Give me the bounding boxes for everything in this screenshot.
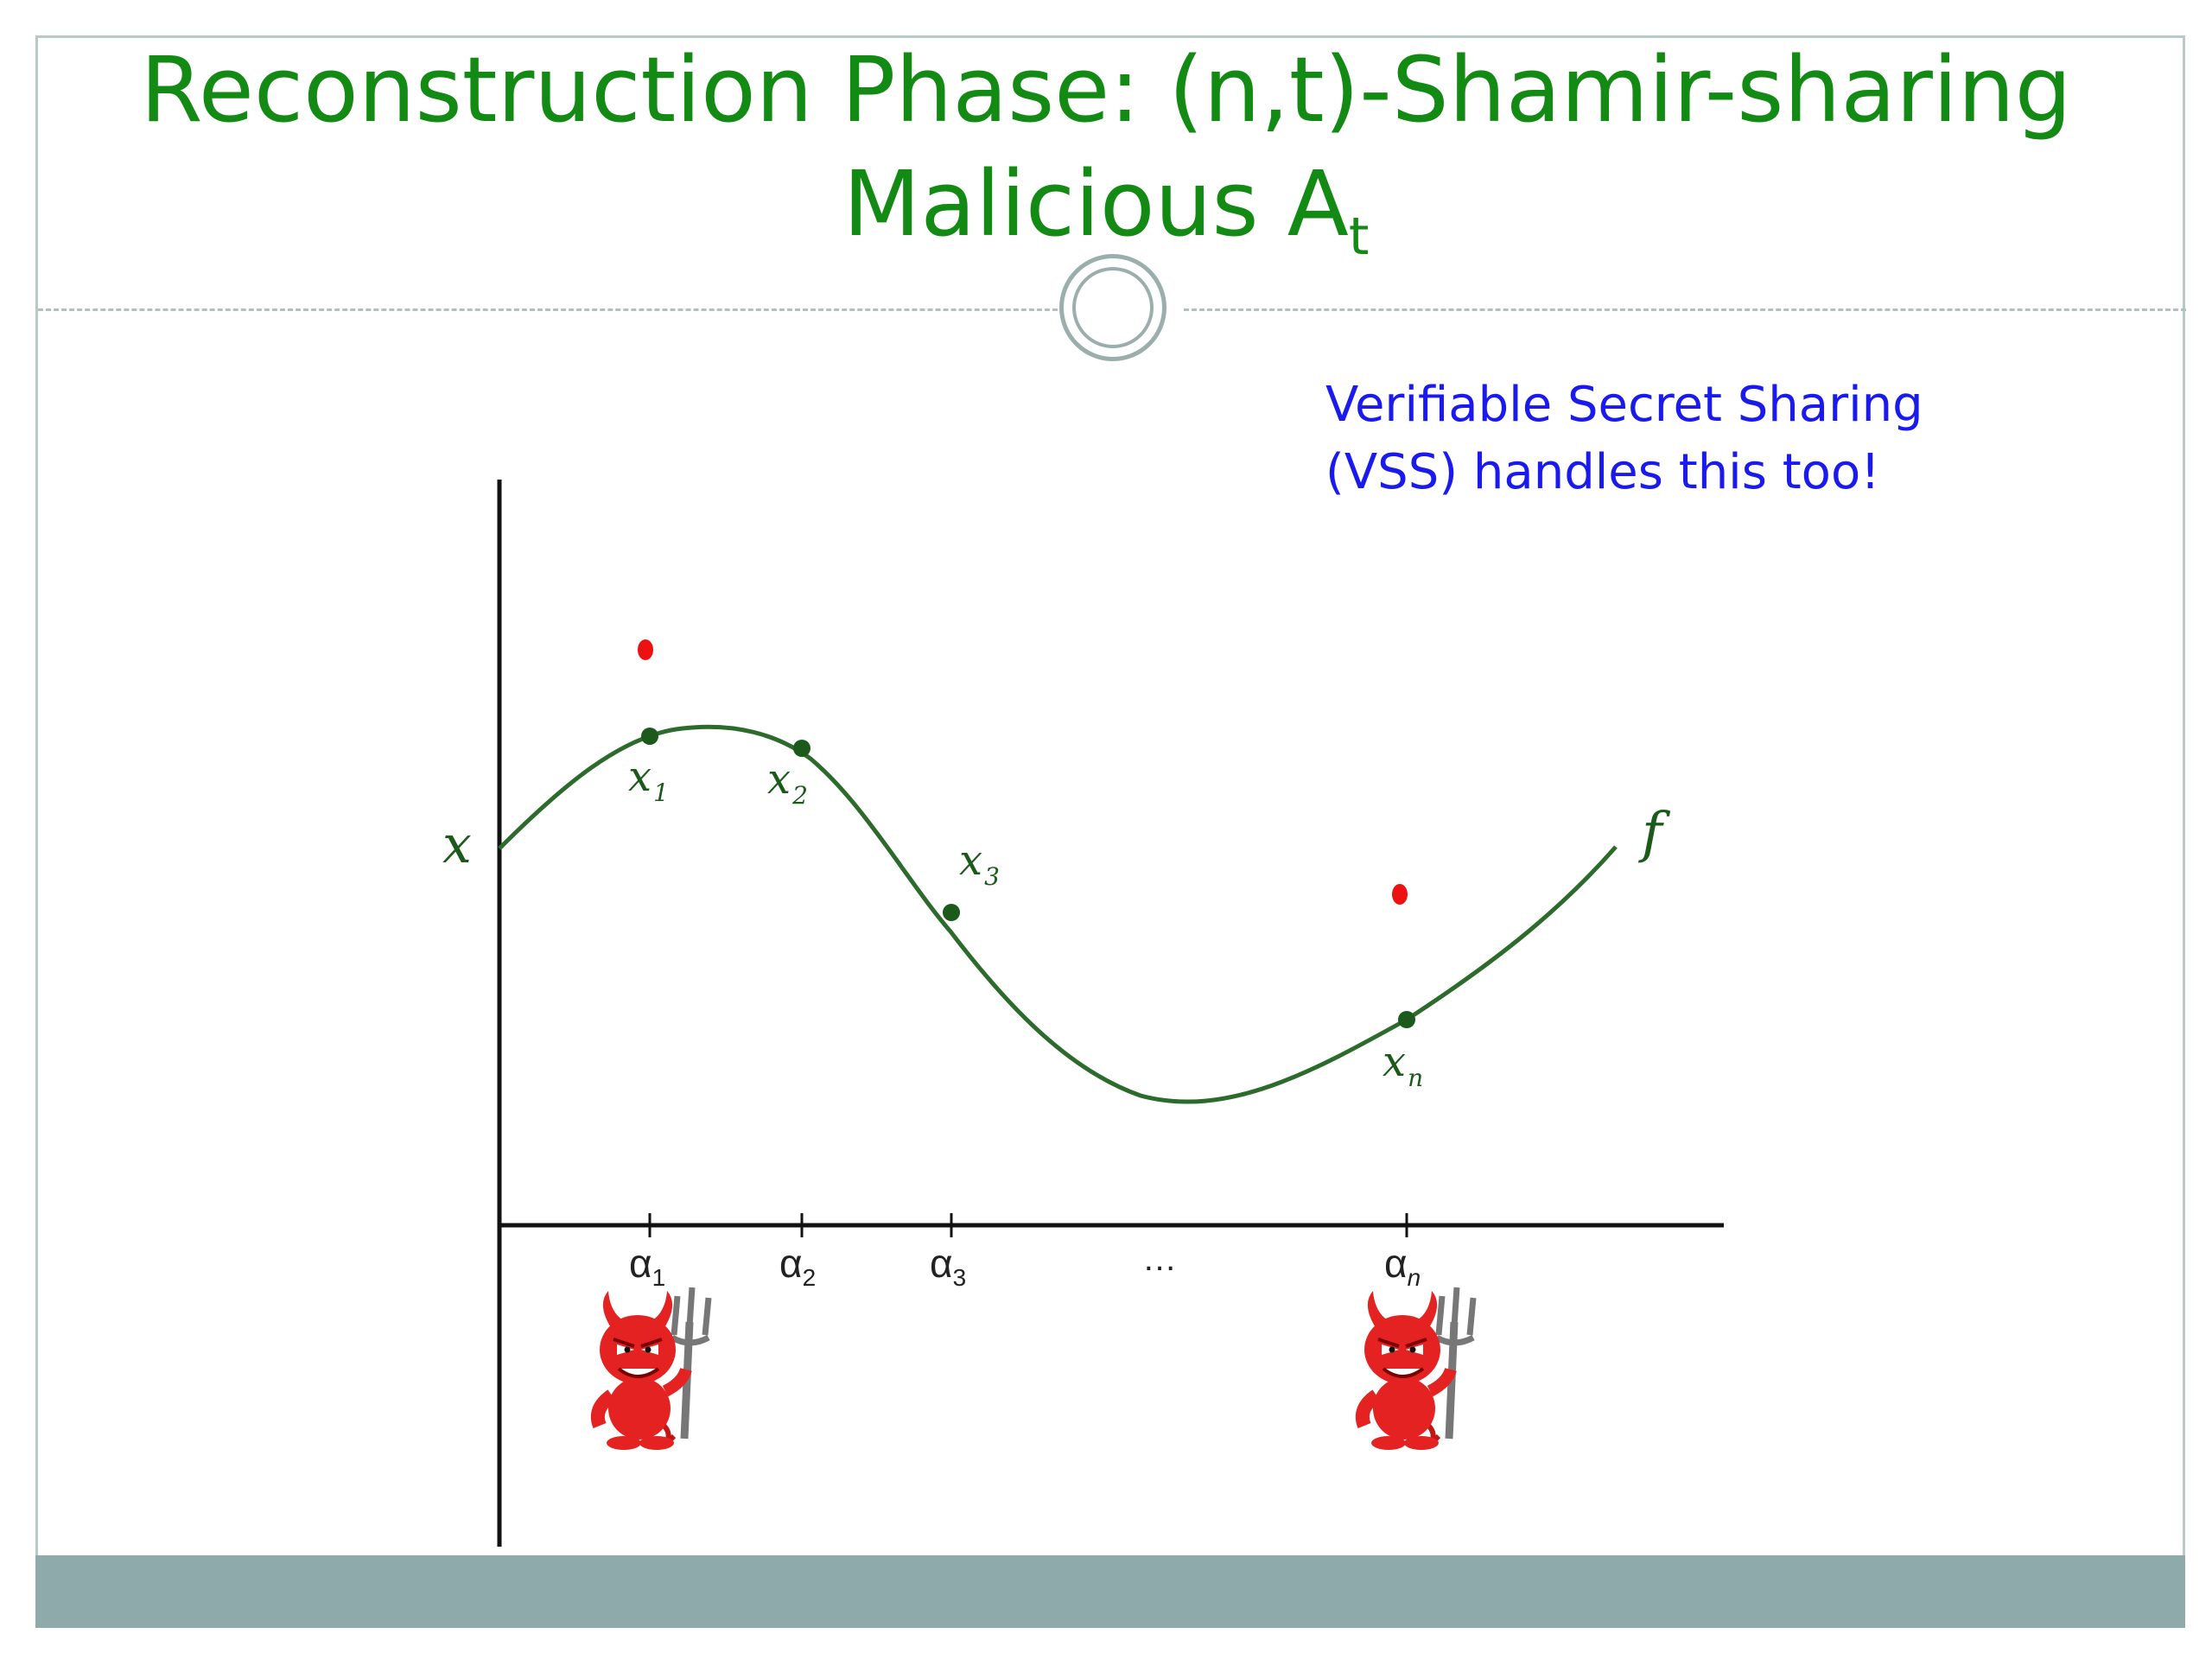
- x-tick-label-ellipsis-main: …: [1142, 1240, 1177, 1278]
- devil-icon: [1363, 1287, 1473, 1450]
- slide-title: Reconstruction Phase: (n,t)-Shamir-shari…: [0, 33, 2212, 294]
- corrupted-point-1: [638, 639, 653, 660]
- x-tick-label-n: αn: [1384, 1241, 1421, 1291]
- title-line-2: Malicious At: [0, 147, 2212, 294]
- corrupted-point-n: [1392, 884, 1408, 905]
- share-label-1-main: x: [628, 753, 652, 801]
- x-tick-label-n-main: α: [1384, 1241, 1408, 1286]
- x-tick-label-3-sub: 3: [953, 1264, 967, 1291]
- share-point-2: [793, 740, 810, 757]
- x-tick-label-1: α1: [629, 1241, 665, 1291]
- x-tick-label-1-main: α: [629, 1241, 652, 1286]
- share-label-n-sub: n: [1408, 1064, 1423, 1092]
- share-label-3: x3: [959, 836, 1000, 891]
- share-label-1-sub: 1: [653, 779, 669, 807]
- share-label-n: xn: [1382, 1038, 1423, 1092]
- y-axis-label: x: [442, 815, 472, 875]
- share-label-n-main: x: [1382, 1038, 1406, 1086]
- vss-note: Verifiable Secret Sharing (VSS) handles …: [1325, 372, 2103, 506]
- title-line-1: Reconstruction Phase: (n,t)-Shamir-shari…: [140, 37, 2072, 143]
- devil-icon: [598, 1287, 709, 1450]
- x-tick-label-2: α2: [779, 1241, 816, 1291]
- curve-label: f: [1638, 801, 1671, 865]
- vss-note-line-2: (VSS) handles this too!: [1325, 444, 1880, 500]
- share-label-3-main: x: [959, 836, 982, 885]
- share-point-3: [943, 904, 960, 921]
- share-label-2: x2: [767, 755, 808, 810]
- x-tick-label-2-sub: 2: [803, 1264, 817, 1291]
- title-divider-right: [1184, 308, 2186, 311]
- x-tick-label-2-main: α: [779, 1241, 803, 1286]
- share-point-1: [641, 728, 658, 745]
- share-label-1: x1: [628, 753, 669, 807]
- x-tick-label-3-main: α: [930, 1241, 953, 1286]
- footer-bar: [35, 1555, 2185, 1628]
- title-divider-left: [38, 308, 1058, 311]
- share-label-3-sub: 3: [984, 862, 1000, 891]
- title-line-2-sub: t: [1348, 207, 1370, 267]
- x-tick-label-1-sub: 1: [652, 1264, 666, 1291]
- divider-ring-icon: [1059, 254, 1166, 361]
- vss-note-line-1: Verifiable Secret Sharing: [1325, 377, 1923, 433]
- x-tick-label-n-sub: n: [1408, 1264, 1421, 1291]
- x-tick-label-3: α3: [930, 1241, 966, 1291]
- x-tick-label-ellipsis: …: [1142, 1240, 1177, 1278]
- share-label-2-main: x: [767, 755, 791, 804]
- share-point-n: [1398, 1011, 1415, 1028]
- title-line-2-main: Malicious A: [842, 151, 1349, 257]
- share-label-2-sub: 2: [791, 781, 808, 810]
